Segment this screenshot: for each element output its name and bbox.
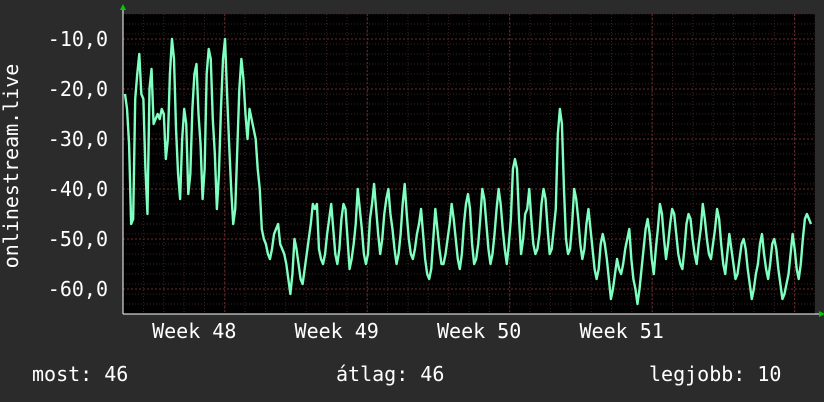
x-axis-arrow bbox=[819, 311, 824, 317]
x-tick-label: Week 50 bbox=[437, 319, 521, 343]
y-axis-title: onlinestream.live bbox=[0, 64, 23, 269]
x-tick-label: Week 49 bbox=[295, 319, 379, 343]
x-tick-label: Week 48 bbox=[152, 319, 236, 343]
y-axis-arrow bbox=[120, 4, 126, 10]
y-tick-label: -50,0 bbox=[48, 227, 108, 251]
stat-best: legjobb: 10 bbox=[649, 362, 782, 386]
y-tick-label: -60,0 bbox=[48, 277, 108, 301]
y-tick-label: -40,0 bbox=[48, 177, 108, 201]
x-tick-label: Week 51 bbox=[579, 319, 663, 343]
series-line bbox=[123, 37, 813, 306]
stat-average: átlag: 46 bbox=[336, 362, 445, 386]
x-tick-labels: Week 48 Week 49 Week 50 Week 51 bbox=[152, 319, 664, 343]
y-tick-labels: -10,0 -20,0 -30,0 -40,0 -50,0 -60,0 bbox=[48, 27, 108, 301]
stat-now: most: 46 bbox=[32, 362, 129, 386]
y-tick-label: -20,0 bbox=[48, 77, 108, 101]
y-tick-label: -30,0 bbox=[48, 127, 108, 151]
y-tick-label: -10,0 bbox=[48, 27, 108, 51]
axes bbox=[120, 4, 824, 317]
